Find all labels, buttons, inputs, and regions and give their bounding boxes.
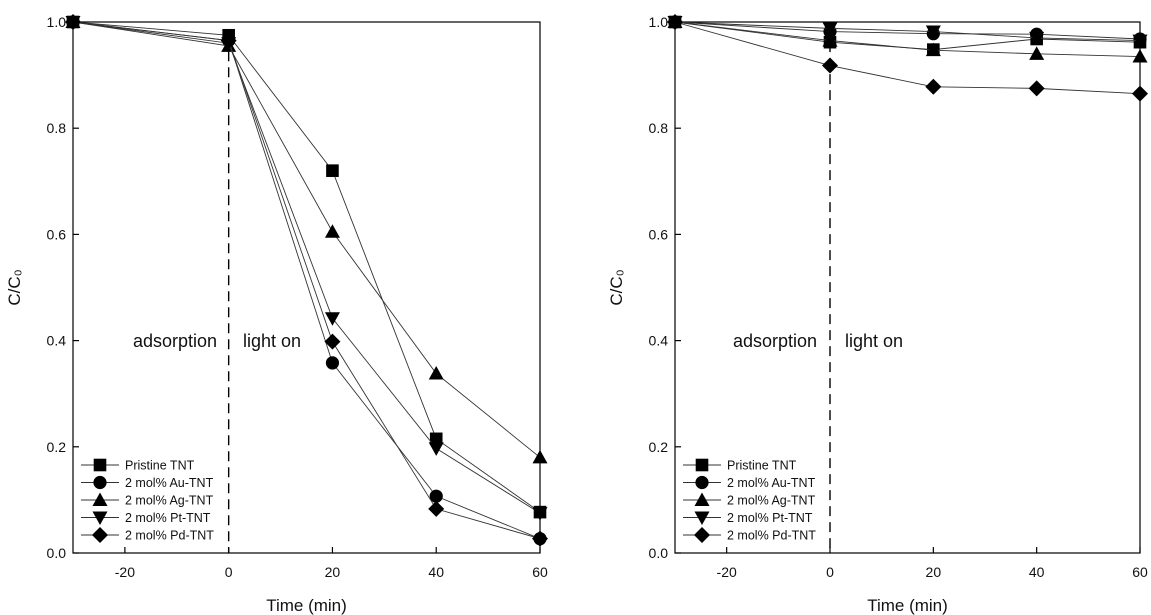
y-tick-label: 0.2: [47, 439, 67, 455]
y-tick-label: 0.8: [649, 120, 669, 136]
legend: Pristine TNT 2 mol% Au-TNT 2 mol% Ag-TNT 2 …: [81, 458, 214, 543]
legend-marker: [92, 527, 108, 543]
data-point: [1029, 46, 1045, 60]
data-point: [220, 32, 237, 49]
series-line: [674, 21, 1141, 57]
legend-marker: [92, 511, 108, 525]
data-point: [1028, 80, 1045, 97]
data-point: [429, 432, 443, 446]
legend-entry-label: 2 mol% Pd-TNT: [125, 529, 214, 543]
legend: Pristine TNT 2 mol% Au-TNT 2 mol% Ag-TNT 2 …: [683, 458, 816, 543]
data-point: [429, 489, 443, 503]
data-point: [324, 224, 340, 238]
y-tick-label: 1.0: [649, 14, 669, 30]
data-point: [822, 22, 838, 36]
data-point: [532, 530, 548, 547]
legend-entry-label: 2 mol% Pt-TNT: [727, 511, 813, 525]
y-tick-label: 0.2: [649, 439, 669, 455]
x-tick-label: 0: [826, 564, 834, 580]
legend-marker: [695, 475, 709, 490]
data-point: [428, 366, 444, 380]
legend-entry-label: Pristine TNT: [727, 459, 797, 473]
data-point: [925, 42, 941, 57]
adsorption-label: adsorption: [733, 331, 817, 351]
x-tick-label: 0: [225, 564, 233, 580]
data-point: [326, 164, 339, 177]
data-point: [65, 14, 81, 30]
legend-entry-label: 2 mol% Pt-TNT: [125, 511, 211, 525]
data-point: [925, 78, 942, 95]
x-axis-label: Time (min): [867, 596, 948, 615]
legend-entry-label: Pristine TNT: [125, 459, 195, 473]
y-tick-label: 0.4: [47, 333, 67, 349]
data-point: [428, 442, 444, 456]
y-axis-label: C/C₀: [5, 269, 24, 305]
x-tick-label: -20: [115, 564, 135, 580]
series-3: [65, 14, 548, 464]
data-point: [667, 14, 683, 30]
legend-marker: [92, 492, 108, 506]
data-point: [822, 33, 838, 47]
legend-marker: [694, 492, 710, 506]
series-line: [72, 21, 541, 458]
data-point: [925, 25, 941, 40]
y-axis-label: C/C₀: [607, 269, 626, 305]
plot-frame: [72, 21, 541, 554]
legend-entry-label: 2 mol% Au-TNT: [125, 476, 214, 490]
data-point: [532, 507, 548, 521]
y-tick-label: 0.0: [47, 545, 67, 561]
series-4: [667, 16, 1148, 49]
chart-panel-2: -20 0 20 40 60 0.0 0.2 0.4 0.6 0.8 1.0 Time (min) C/…: [607, 14, 1148, 615]
series-5: [667, 14, 1148, 102]
y-tick-label: 0.8: [47, 120, 67, 136]
x-tick-label: 40: [428, 564, 444, 580]
legend-marker: [694, 527, 710, 543]
legend-marker: [93, 458, 107, 472]
series-5: [65, 14, 548, 547]
data-point: [324, 312, 340, 326]
data-point: [532, 449, 548, 464]
data-point: [1132, 34, 1148, 49]
y-tick-label: 0.4: [649, 333, 669, 349]
y-tick-label: 0.0: [649, 545, 669, 561]
data-point: [428, 500, 445, 517]
data-point: [1132, 49, 1148, 63]
light-on-label: light on: [845, 331, 903, 351]
light-on-label: light on: [243, 331, 301, 351]
x-tick-label: -20: [717, 564, 737, 580]
chart-panel-1: -20 0 20 40 60 0.0 0.2 0.4 0.6 0.8 1.0 Time (min) C/…: [5, 14, 548, 615]
adsorption-label: adsorption: [133, 331, 217, 351]
y-tick-label: 0.6: [47, 226, 67, 242]
y-tick-label: 1.0: [47, 14, 67, 30]
data-point: [325, 356, 340, 370]
plot-frame: [674, 21, 1141, 554]
x-tick-label: 20: [325, 564, 341, 580]
x-tick-label: 60: [532, 564, 548, 580]
data-point: [324, 333, 341, 350]
y-tick-label: 0.6: [649, 226, 669, 242]
data-point: [822, 57, 838, 74]
legend-entry-label: 2 mol% Ag-TNT: [727, 494, 816, 508]
legend-entry-label: 2 mol% Ag-TNT: [125, 494, 214, 508]
data-point: [1132, 85, 1148, 102]
legend-marker: [694, 511, 710, 525]
x-tick-label: 20: [926, 564, 942, 580]
x-tick-label: 60: [1132, 564, 1148, 580]
data-point: [1029, 31, 1045, 46]
legend-entry-label: 2 mol% Au-TNT: [727, 476, 816, 490]
legend-marker: [93, 475, 107, 490]
x-tick-label: 40: [1029, 564, 1045, 580]
series-4: [65, 16, 548, 521]
legend-marker: [695, 458, 709, 472]
x-axis-label: Time (min): [266, 596, 347, 615]
legend-entry-label: 2 mol% Pd-TNT: [727, 529, 816, 543]
